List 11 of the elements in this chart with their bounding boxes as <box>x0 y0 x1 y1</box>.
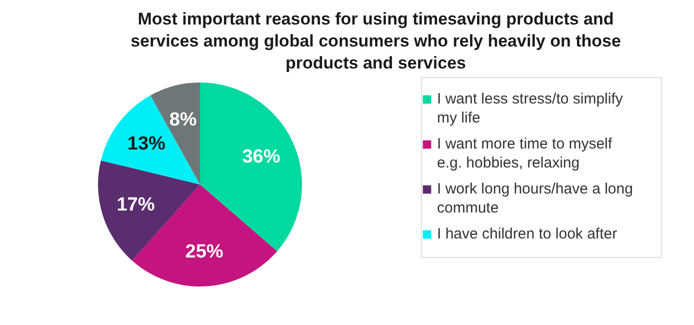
chart-title: Most important reasons for using timesaving products and services among global consumers who rely heavily on those products and services <box>130 10 621 72</box>
pie-slice <box>100 95 200 184</box>
data-label: 25% <box>185 242 224 263</box>
data-label: 13% <box>127 134 166 155</box>
data-label: 17% <box>116 194 155 216</box>
data-label: 36% <box>242 146 280 168</box>
data-label: 8% <box>169 109 197 130</box>
legend-label: I have children to look after <box>437 226 618 242</box>
legend-label: I want more time to myself e.g. hobbies, relaxing <box>437 136 613 172</box>
legend-label: I want less stress/to simplify my life <box>437 90 624 126</box>
legend-label: I work long hours/have a long commute <box>437 180 633 216</box>
